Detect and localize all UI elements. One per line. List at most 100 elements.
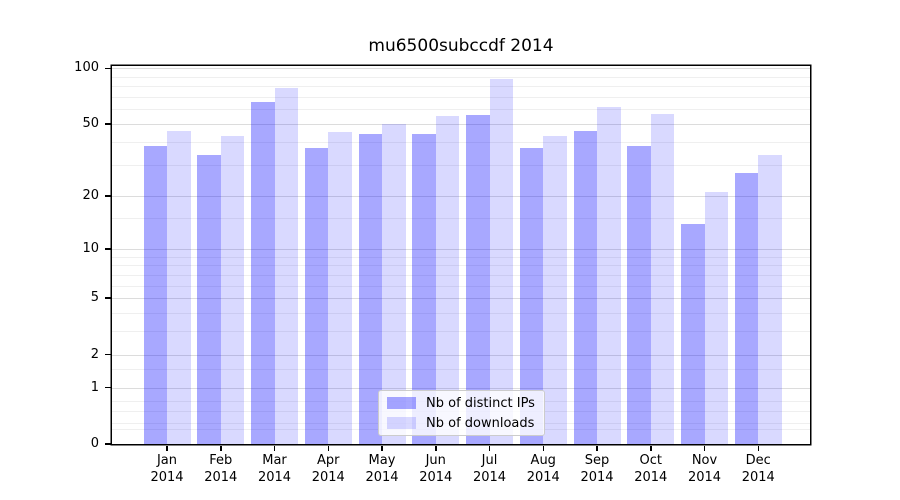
x-tick-year: 2014 — [150, 470, 184, 485]
bar-downloads-mar — [274, 88, 298, 444]
bar-distinct-ips-jan — [143, 145, 167, 444]
y-tick-label: 1 — [90, 379, 99, 395]
gridline-minor — [112, 369, 810, 371]
bar-downloads-jan — [167, 130, 191, 444]
bar-downloads-aug — [543, 136, 567, 444]
gridline-major — [112, 387, 810, 389]
x-tick-year: 2014 — [365, 470, 399, 485]
x-tick-month: Dec — [745, 453, 771, 468]
bar-distinct-ips-apr — [304, 147, 329, 444]
bar-downloads-oct — [650, 113, 675, 444]
x-tick-label-apr: Apr 2014 — [296, 452, 360, 486]
x-tick-label-dec: Dec 2014 — [726, 452, 790, 486]
x-tick-year: 2014 — [204, 470, 238, 485]
x-tick-year: 2014 — [419, 470, 453, 485]
x-tick-mark — [650, 445, 652, 451]
y-tick-mark — [105, 353, 112, 356]
y-tick-mark — [105, 248, 112, 250]
y-tick-mark — [105, 195, 112, 197]
x-tick-mark — [273, 445, 276, 451]
legend-item-downloads: Nb of downloads — [387, 416, 544, 431]
bar-downloads-apr — [328, 132, 352, 444]
bar-downloads-jul — [489, 78, 513, 444]
gridline-minor — [112, 313, 810, 314]
gridline-minor — [112, 141, 810, 143]
x-tick-label-sep: Sep 2014 — [565, 452, 629, 486]
bar-distinct-ips-feb — [197, 154, 221, 444]
x-tick-month: Sep — [584, 453, 610, 468]
x-tick-month: May — [368, 453, 396, 468]
x-tick-mark — [542, 445, 544, 451]
y-tick-mark — [105, 443, 112, 445]
x-tick-month: Oct — [639, 453, 662, 468]
y-tick-label: 20 — [82, 188, 99, 204]
x-tick-month: Jan — [156, 453, 178, 468]
x-tick-label-jan: Jan 2014 — [135, 452, 199, 486]
bar-downloads-feb — [220, 136, 245, 444]
gridline-minor — [112, 86, 810, 88]
x-tick-label-nov: Nov 2014 — [673, 452, 737, 486]
x-tick-mark — [220, 445, 222, 451]
bar-downloads-may — [382, 124, 406, 444]
x-tick-year: 2014 — [472, 470, 507, 485]
x-tick-label-feb: Feb 2014 — [189, 452, 253, 486]
x-tick-mark — [488, 445, 491, 451]
bar-downloads-jun — [435, 116, 460, 444]
gridline-minor — [112, 164, 810, 166]
x-tick-year: 2014 — [580, 470, 614, 485]
x-tick-label-jul: Jul 2014 — [458, 452, 522, 486]
y-tick-label: 5 — [90, 290, 99, 306]
gridline-minor — [112, 285, 810, 287]
y-tick-mark — [105, 67, 112, 70]
legend-label-distinct-ips: Nb of distinct IPs — [426, 395, 535, 411]
x-tick-mark — [327, 445, 329, 451]
x-tick-mark — [435, 445, 437, 451]
legend-swatch-downloads-icon — [387, 417, 416, 429]
gridline-minor — [112, 256, 810, 258]
x-tick-month: Nov — [691, 453, 718, 468]
y-tick-label: 100 — [74, 60, 99, 76]
legend-item-distinct-ips: Nb of distinct IPs — [387, 396, 544, 411]
gridline-minor — [112, 331, 810, 333]
gridline-major — [112, 123, 810, 125]
x-tick-year: 2014 — [634, 470, 668, 485]
x-tick-year: 2014 — [257, 470, 292, 485]
y-tick-mark — [105, 297, 112, 299]
x-tick-mark — [703, 445, 706, 451]
gridline-minor — [112, 265, 810, 267]
bar-distinct-ips-nov — [681, 223, 705, 444]
y-tick-label: 50 — [82, 115, 99, 131]
gridline-minor — [112, 109, 810, 111]
x-tick-month: Jun — [425, 453, 446, 468]
bar-distinct-ips-may — [358, 134, 382, 444]
gridline-major — [112, 196, 810, 198]
bar-distinct-ips-oct — [627, 145, 651, 444]
x-tick-label-oct: Oct 2014 — [619, 452, 683, 486]
gridline-minor — [112, 218, 810, 220]
gridline-major — [112, 248, 810, 250]
x-tick-year: 2014 — [311, 470, 345, 485]
x-tick-mark — [596, 445, 598, 451]
y-tick-mark — [105, 386, 112, 389]
x-tick-mark — [381, 445, 383, 451]
plot-area: Nb of distinct IPs Nb of downloads — [112, 66, 810, 444]
gridline-major — [112, 354, 810, 356]
x-tick-month: Jul — [481, 453, 498, 468]
legend: Nb of distinct IPs Nb of downloads — [378, 390, 545, 436]
x-tick-label-may: May 2014 — [350, 452, 414, 486]
legend-swatch-distinct-ips-icon — [387, 397, 416, 409]
y-tick-label: 10 — [82, 240, 99, 256]
bar-downloads-dec — [758, 154, 782, 444]
y-tick-label: 0 — [90, 436, 99, 451]
bar-downloads-nov — [704, 192, 728, 444]
x-tick-year: 2014 — [687, 470, 722, 485]
x-tick-year: 2014 — [741, 470, 775, 485]
gridline-major — [112, 298, 810, 300]
chart-title: mu6500subccdf 2014 — [368, 36, 554, 56]
gridline-minor — [112, 97, 810, 99]
gridline-minor — [112, 274, 810, 276]
bar-distinct-ips-jun — [412, 134, 436, 444]
bar-distinct-ips-aug — [519, 147, 544, 444]
bar-distinct-ips-mar — [251, 101, 275, 444]
x-tick-year: 2014 — [526, 470, 560, 485]
